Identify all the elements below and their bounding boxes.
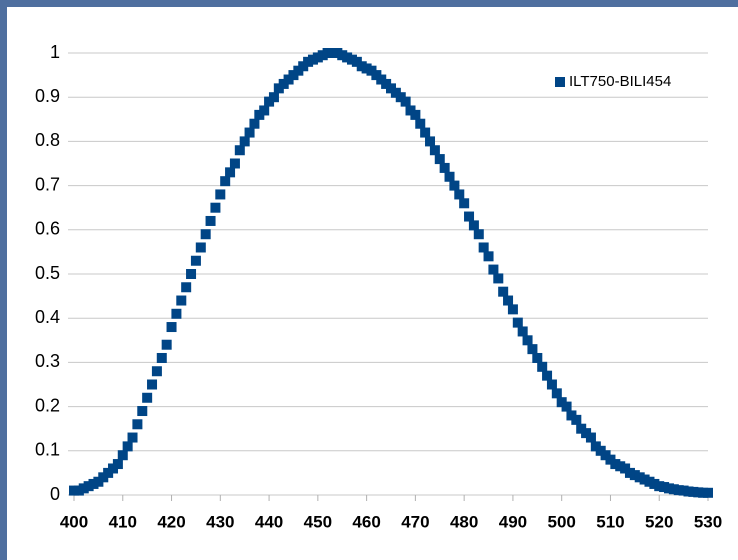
legend-marker	[555, 77, 565, 87]
legend-label: ILT750-BILI454	[569, 73, 671, 90]
marker	[239, 136, 250, 147]
marker	[249, 118, 260, 129]
x-tick-label: 490	[499, 512, 527, 531]
marker	[137, 406, 148, 417]
marker	[473, 229, 484, 240]
marker	[507, 304, 518, 315]
y-tick-label: 0.3	[35, 351, 60, 371]
marker	[195, 242, 206, 253]
marker	[259, 105, 270, 116]
marker	[454, 189, 465, 200]
marker	[229, 158, 240, 169]
marker	[132, 419, 143, 430]
marker	[527, 344, 538, 355]
marker	[166, 322, 177, 333]
marker	[532, 352, 543, 363]
x-tick-label: 430	[206, 512, 234, 531]
marker	[464, 211, 475, 222]
marker	[488, 264, 499, 275]
marker	[176, 295, 187, 306]
marker	[117, 450, 128, 461]
marker	[503, 295, 514, 306]
y-tick-label: 0.7	[35, 174, 60, 194]
y-tick-label: 0.4	[35, 307, 60, 327]
marker	[244, 127, 255, 138]
x-tick-label: 510	[596, 512, 624, 531]
marker	[171, 308, 182, 319]
marker	[234, 145, 245, 156]
marker	[444, 171, 455, 182]
marker	[449, 180, 460, 191]
marker	[415, 118, 426, 129]
marker	[190, 255, 201, 266]
marker	[542, 370, 553, 381]
y-tick-label: 1	[50, 42, 60, 62]
marker	[522, 335, 533, 346]
marker	[200, 229, 211, 240]
marker	[468, 220, 479, 231]
marker	[142, 392, 153, 403]
marker	[147, 379, 158, 390]
marker	[420, 127, 431, 138]
marker	[434, 154, 445, 165]
x-tick-label: 410	[109, 512, 137, 531]
x-tick-label: 500	[548, 512, 576, 531]
marker	[112, 459, 123, 470]
marker	[483, 251, 494, 262]
marker	[220, 176, 231, 187]
marker	[156, 352, 167, 363]
marker	[493, 273, 504, 284]
marker	[268, 92, 279, 103]
marker	[429, 145, 440, 156]
y-tick-label: 0.2	[35, 395, 60, 415]
marker	[498, 286, 509, 297]
marker	[459, 198, 470, 209]
x-tick-label: 480	[450, 512, 478, 531]
y-tick-label: 0	[50, 484, 60, 504]
marker	[439, 162, 450, 173]
x-tick-label: 530	[694, 512, 722, 531]
marker	[425, 136, 436, 147]
marker	[512, 317, 523, 328]
marker	[546, 379, 557, 390]
y-tick-label: 0.5	[35, 263, 60, 283]
x-tick-label: 400	[60, 512, 88, 531]
frame-left	[0, 0, 7, 560]
x-tick-label: 440	[255, 512, 283, 531]
marker	[537, 361, 548, 372]
y-tick-label: 0.6	[35, 219, 60, 239]
marker	[210, 202, 221, 213]
y-tick-label: 0.9	[35, 86, 60, 106]
marker	[215, 189, 226, 200]
y-tick-label: 0.8	[35, 130, 60, 150]
marker	[225, 167, 236, 178]
x-tick-label: 520	[645, 512, 673, 531]
marker	[478, 242, 489, 253]
x-tick-label: 450	[304, 512, 332, 531]
marker	[551, 388, 562, 399]
marker	[410, 109, 421, 120]
x-tick-label: 420	[157, 512, 185, 531]
y-tick-label: 0.1	[35, 440, 60, 460]
marker	[585, 432, 596, 443]
marker	[561, 401, 572, 412]
marker	[127, 432, 138, 443]
frame-top	[0, 0, 738, 7]
marker	[122, 441, 133, 452]
marker	[517, 326, 528, 337]
marker	[205, 215, 216, 226]
marker	[400, 96, 411, 107]
marker	[181, 282, 192, 293]
marker	[186, 269, 197, 279]
x-tick-label: 460	[352, 512, 380, 531]
marker	[151, 366, 162, 377]
marker	[571, 414, 582, 425]
marker	[161, 339, 172, 350]
x-tick-label: 470	[401, 512, 429, 531]
marker	[703, 487, 713, 498]
